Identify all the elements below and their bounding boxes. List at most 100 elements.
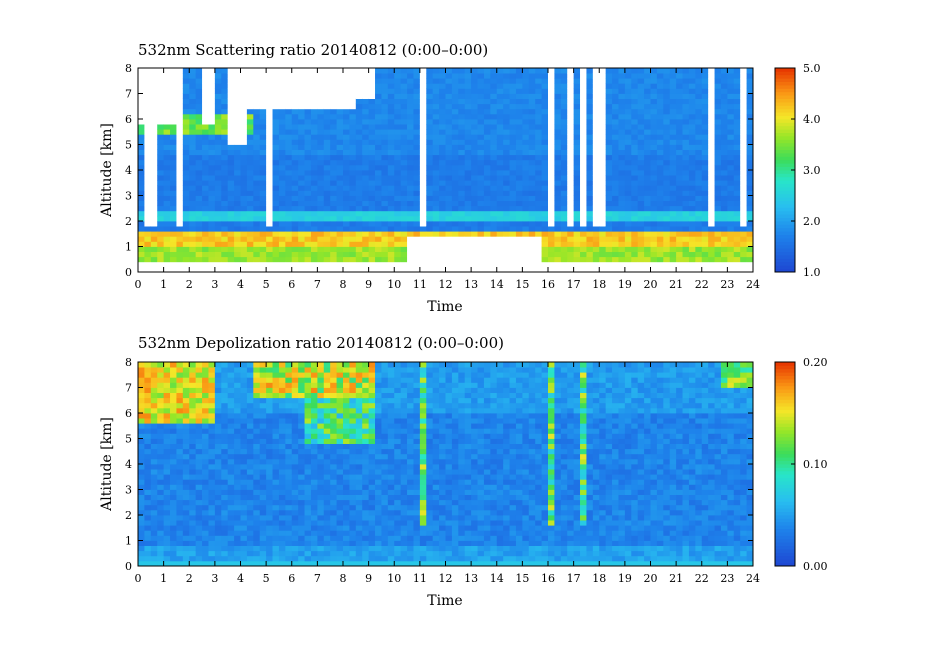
heatmap-cell <box>330 185 337 191</box>
heatmap-cell <box>246 180 254 186</box>
heatmap-cell <box>189 210 197 217</box>
colorbar-swatch <box>775 159 795 164</box>
heatmap-cell <box>439 210 446 217</box>
heatmap-cell <box>266 185 273 191</box>
heatmap-cell <box>285 458 293 465</box>
heatmap-cell <box>471 231 478 237</box>
heatmap-cell <box>471 195 478 201</box>
heatmap-cell <box>176 443 184 450</box>
heatmap-cell <box>259 509 267 516</box>
heatmap-cell <box>535 221 542 227</box>
heatmap-cell <box>708 154 715 161</box>
heatmap-cell <box>253 555 261 562</box>
heatmap-cell <box>202 448 209 455</box>
heatmap-cell <box>253 113 261 120</box>
heatmap-cell <box>464 98 472 105</box>
heatmap-cell <box>163 515 171 521</box>
heatmap-cell <box>580 251 587 258</box>
heatmap-cell <box>170 164 177 171</box>
heatmap-cell <box>285 433 293 439</box>
heatmap-cell <box>573 231 581 237</box>
heatmap-cell <box>477 139 485 145</box>
heatmap-cell <box>182 520 190 526</box>
heatmap-cell <box>253 484 261 490</box>
heatmap-cell <box>298 83 305 89</box>
heatmap-cell <box>330 93 337 99</box>
heatmap-cell <box>240 392 248 399</box>
heatmap-cell <box>612 231 619 237</box>
heatmap-cell <box>240 438 248 444</box>
heatmap-cell <box>586 68 594 74</box>
heatmap-cell <box>746 88 754 94</box>
heatmap-cell <box>343 251 350 258</box>
heatmap-cell <box>246 231 254 237</box>
heatmap-cell <box>246 149 254 156</box>
heatmap-cell <box>740 241 747 247</box>
heatmap-cell <box>650 200 658 207</box>
heatmap-cell <box>304 246 312 252</box>
heatmap-cell <box>330 134 337 140</box>
heatmap-cell <box>400 251 408 258</box>
heatmap-cell <box>330 241 337 247</box>
heatmap-cell <box>227 119 235 125</box>
heatmap-cell <box>170 149 177 156</box>
heatmap-cell <box>138 499 145 506</box>
heatmap-cell <box>240 164 248 171</box>
heatmap-cell <box>170 170 177 176</box>
heatmap-cell <box>266 428 273 434</box>
heatmap-cell <box>246 555 254 562</box>
heatmap-cell <box>477 241 485 247</box>
heatmap-cell <box>150 175 158 181</box>
heatmap-cell <box>419 119 427 125</box>
heatmap-cell <box>259 185 267 191</box>
heatmap-cell <box>445 119 453 125</box>
heatmap-cell <box>701 231 709 237</box>
heatmap-cell <box>182 205 190 212</box>
heatmap-cell <box>246 261 254 268</box>
heatmap-cell <box>253 458 261 465</box>
heatmap-cell <box>676 108 683 115</box>
heatmap-cell <box>733 83 741 89</box>
heatmap-cell <box>246 195 254 201</box>
heatmap-cell <box>323 73 331 79</box>
heatmap-cell <box>740 231 747 237</box>
heatmap-cell <box>464 159 472 166</box>
heatmap-cell <box>323 246 331 252</box>
heatmap-cell <box>221 103 229 110</box>
heatmap-cell <box>189 469 197 475</box>
heatmap-cell <box>522 175 530 181</box>
heatmap-cell <box>624 236 632 242</box>
heatmap-cell <box>451 154 459 161</box>
heatmap-cell <box>727 73 735 79</box>
heatmap-cell <box>234 88 241 94</box>
heatmap-cell <box>195 448 203 455</box>
heatmap-cell <box>362 149 370 156</box>
heatmap-cell <box>682 266 690 273</box>
heatmap-cell <box>381 88 389 94</box>
heatmap-cell <box>259 499 267 506</box>
heatmap-cell <box>548 185 555 191</box>
heatmap-cell <box>368 170 376 176</box>
heatmap-cell <box>144 164 152 171</box>
heatmap-cell <box>246 68 254 74</box>
heatmap-cell <box>323 93 331 99</box>
heatmap-cell <box>246 103 254 110</box>
heatmap-cell <box>285 180 293 186</box>
heatmap-cell <box>471 256 478 263</box>
heatmap-cell <box>727 190 735 196</box>
heatmap-cell <box>554 159 562 166</box>
heatmap-cell <box>612 180 619 186</box>
heatmap-cell <box>720 246 728 252</box>
heatmap-cell <box>445 103 453 110</box>
heatmap-cell <box>573 226 581 232</box>
heatmap-cell <box>176 98 184 105</box>
heatmap-cell <box>157 494 165 501</box>
heatmap-cell <box>278 236 286 242</box>
heatmap-cell <box>580 88 587 94</box>
heatmap-cell <box>285 154 293 161</box>
heatmap-cell <box>631 246 639 252</box>
heatmap-cell <box>471 98 478 105</box>
heatmap-cell <box>541 246 549 252</box>
heatmap-cell <box>573 68 581 74</box>
heatmap-cell <box>387 205 395 212</box>
